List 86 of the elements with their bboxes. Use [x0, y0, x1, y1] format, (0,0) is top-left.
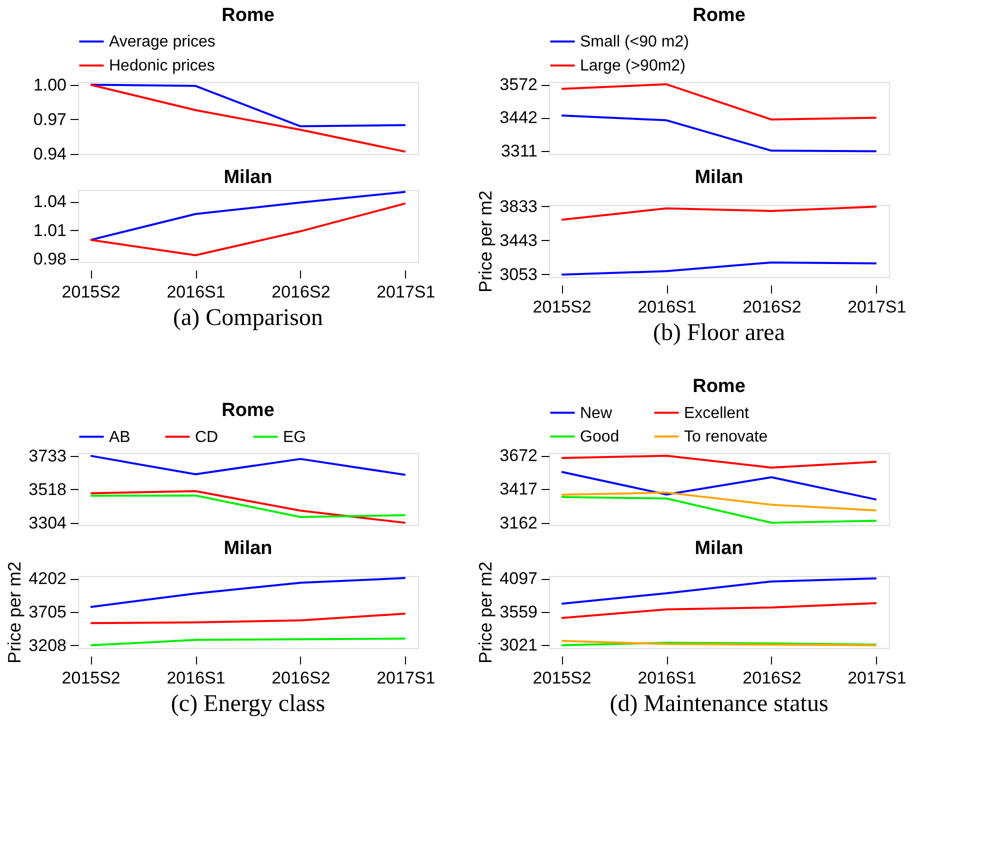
legend-label: New [580, 404, 612, 422]
y-tick-label: 3021 [500, 636, 538, 655]
chart-title: Rome [692, 376, 746, 397]
y-tick-label: 3833 [500, 196, 538, 216]
y-tick-label: 3705 [28, 602, 66, 622]
x-tick-label: 2017S1 [376, 282, 436, 302]
y-tick-label: 0.94 [33, 144, 66, 164]
y-tick-label: 0.97 [33, 110, 66, 129]
y-tick-label: 3733 [28, 446, 66, 466]
x-tick-label: 2016S1 [166, 282, 226, 302]
legend-label: Hedonic prices [109, 58, 215, 74]
y-tick-label: 3417 [500, 480, 538, 499]
line-series [90, 190, 406, 241]
y-tick-label: 3208 [28, 636, 66, 655]
y-tick-label: 3304 [28, 513, 66, 532]
line-series [560, 496, 878, 524]
y-axis-title: Price per m2 [476, 190, 496, 293]
line-series [560, 470, 878, 501]
line-series [560, 492, 878, 512]
line-series [560, 577, 878, 605]
legend-label: To renovate [684, 428, 768, 446]
y-tick-label: 1.04 [33, 192, 66, 212]
line-series [90, 638, 406, 646]
text: (c) Energy class [170, 691, 326, 717]
legend-label: Good [580, 428, 620, 446]
legend-label: CD [195, 428, 218, 446]
x-tick-label: 2015S2 [62, 668, 120, 688]
x-tick-label: 2016S1 [638, 668, 696, 688]
text: (b) Floor area [653, 320, 786, 346]
line-series [90, 84, 406, 128]
x-tick-label: 2015S2 [532, 668, 592, 688]
y-tick-label: 3559 [500, 602, 538, 622]
x-tick-label: 2015S2 [532, 298, 592, 316]
x-tick-label: 2017S1 [376, 668, 436, 688]
x-tick-label: 2017S1 [848, 298, 906, 316]
y-tick-label: 3053 [500, 264, 538, 284]
y-tick-label: 3572 [500, 75, 538, 94]
chart-title: Milan [224, 167, 272, 188]
line-series [90, 612, 406, 624]
chart-title: Rome [222, 400, 274, 421]
line-series [90, 494, 406, 518]
y-tick-label: 1.00 [33, 75, 66, 94]
line-series [90, 84, 406, 153]
legend-label: Average prices [109, 34, 216, 50]
y-tick-label: 3442 [500, 108, 538, 128]
text: (a) Comparison [173, 305, 323, 331]
chart-title: Milan [694, 538, 744, 559]
line-series [90, 454, 406, 476]
y-tick-label: 3518 [28, 480, 66, 499]
line-series [90, 490, 406, 524]
chart-title: Milan [694, 166, 744, 188]
legend-label: Small (<90 m2) [580, 34, 689, 50]
line-series [560, 114, 878, 152]
y-tick-label: 4097 [500, 569, 538, 588]
x-tick-label: 2016S2 [272, 668, 330, 688]
y-tick-label: 3672 [500, 446, 538, 466]
chart-title: Rome [222, 5, 274, 26]
y-axis-title: Price per m2 [4, 561, 25, 664]
x-tick-label: 2016S2 [272, 282, 330, 302]
chart-title: Rome [692, 5, 746, 26]
x-tick-label: 2016S2 [742, 298, 802, 316]
y-tick-label: 1.01 [33, 220, 66, 240]
line-series [90, 202, 406, 256]
x-tick-label: 2015S2 [62, 282, 120, 302]
x-tick-label: 2016S1 [638, 298, 696, 316]
line-series [560, 454, 878, 469]
x-tick-label: 2016S1 [166, 668, 226, 688]
y-tick-label: 3311 [500, 142, 538, 161]
y-tick-label: 0.98 [33, 250, 66, 269]
line-series [560, 206, 878, 221]
y-tick-label: 3162 [500, 513, 538, 532]
y-tick-label: 3443 [500, 230, 538, 250]
chart-title: Milan [224, 538, 272, 559]
line-series [560, 83, 878, 121]
text: (d) Maintenance status [610, 691, 828, 717]
line-series [90, 577, 406, 608]
legend-label: EG [283, 428, 306, 446]
y-axis-title: Price per m2 [476, 561, 496, 664]
y-tick-label: 4202 [28, 569, 66, 588]
legend-label: Excellent [684, 404, 750, 422]
line-series [560, 602, 878, 620]
legend-label: AB [109, 428, 130, 446]
line-series [560, 261, 878, 276]
legend-label: Large (>90m2) [580, 58, 686, 74]
x-tick-label: 2016S2 [742, 668, 802, 688]
x-tick-label: 2017S1 [848, 668, 906, 688]
